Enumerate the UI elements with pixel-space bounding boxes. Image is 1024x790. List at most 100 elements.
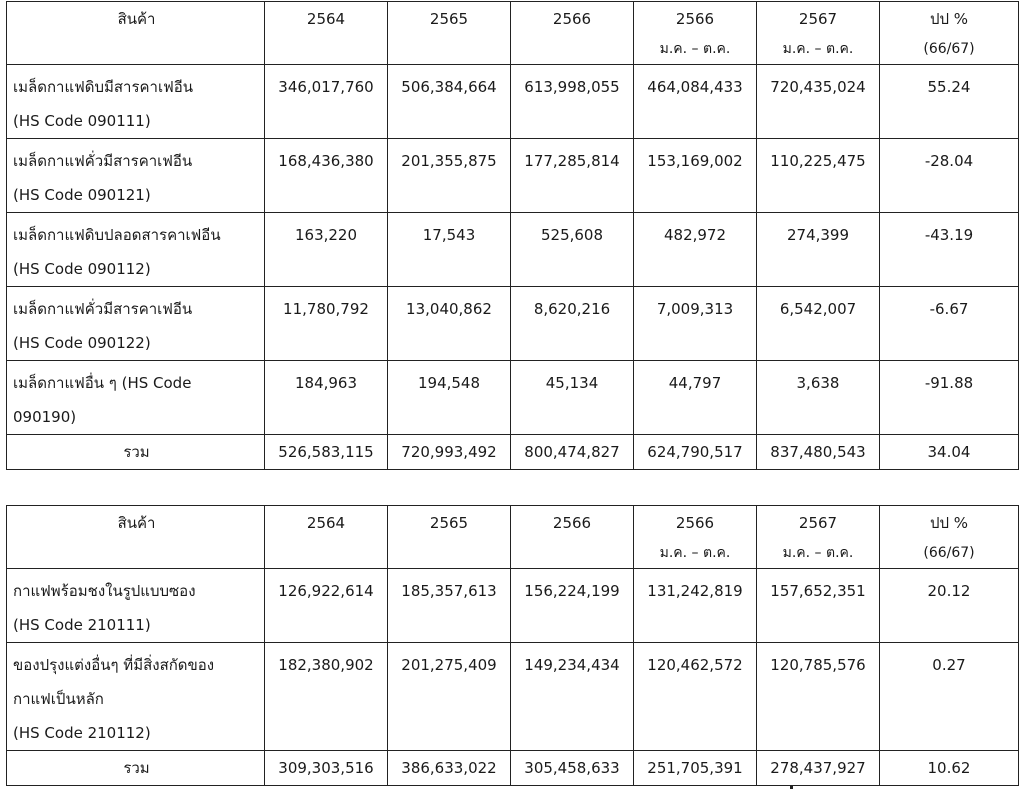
cell-value: 126,922,614 (278, 582, 374, 600)
table-row: เมล็ดกาแฟคั่วมีสารคาเฟอีน (HS Code 090122… (6, 286, 1019, 361)
table-row: กาแฟพร้อมชงในรูปแบบซอง (HS Code 210111) 12… (6, 568, 1019, 643)
total-v2565: 720,993,492 (387, 434, 511, 470)
value-v2566p: 44,797 (633, 360, 757, 435)
header-label: ปป % (929, 10, 969, 28)
total-label: รวม (6, 434, 265, 470)
cell-value: -6.67 (929, 300, 969, 318)
cell-value: 153,169,002 (647, 152, 743, 170)
total-v2567p: 837,480,543 (756, 434, 880, 470)
cell-value: 168,436,380 (278, 152, 374, 170)
value-change: -43.19 (879, 212, 1019, 287)
cell-value: 20.12 (927, 582, 971, 600)
value-v2565: 506,384,664 (387, 64, 511, 139)
header-label: 2564 (306, 514, 346, 532)
product-name: ของปรุงแต่งอื่นๆ ที่มีสิ่งสกัดของกาแฟเป็… (6, 642, 265, 751)
cell-value: 10.62 (927, 759, 971, 777)
cell-value: 482,972 (663, 226, 727, 244)
header-sublabel: ม.ค. – ต.ค. (782, 545, 854, 561)
cell-value: 131,242,819 (647, 582, 743, 600)
product-name-line: (HS Code 210112) (13, 724, 151, 742)
header-sublabel: ม.ค. – ต.ค. (782, 41, 854, 57)
cell-value: 506,384,664 (401, 78, 497, 96)
cell-value: 110,225,475 (770, 152, 866, 170)
header-label: 2564 (306, 10, 346, 28)
value-v2567p: 110,225,475 (756, 138, 880, 213)
cell-value: 45,134 (545, 374, 599, 392)
header-2565: 2565 (387, 505, 511, 569)
value-v2567p: 720,435,024 (756, 64, 880, 139)
header-2566-period: 2566 ม.ค. – ต.ค. (633, 1, 757, 65)
product-name-line: (HS Code 090111) (13, 112, 151, 130)
product-name-line: กาแฟพร้อมชงในรูปแบบซอง (13, 582, 196, 600)
cell-value: 7,009,313 (656, 300, 734, 318)
value-change: 0.27 (879, 642, 1019, 751)
value-v2566: 149,234,434 (510, 642, 634, 751)
value-change: -91.88 (879, 360, 1019, 435)
header-label: 2566 (552, 514, 592, 532)
header-change: ปป % (66/67) (879, 505, 1019, 569)
cell-value: 720,993,492 (401, 443, 497, 461)
total-v2566p: 624,790,517 (633, 434, 757, 470)
cell-value: 185,357,613 (401, 582, 497, 600)
cell-value: 0.27 (932, 656, 966, 674)
value-v2566p: 482,972 (633, 212, 757, 287)
value-change: 55.24 (879, 64, 1019, 139)
value-v2565: 201,275,409 (387, 642, 511, 751)
header-row: สินค้า 2564 2565 2566 2566 ม.ค. – ต.ค. 2567 ม.ค… (6, 505, 1019, 569)
header-2566-period: 2566 ม.ค. – ต.ค. (633, 505, 757, 569)
product-name-line: เมล็ดกาแฟดิบปลอดสารคาเฟอีน (13, 226, 221, 244)
cell-value: 11,780,792 (283, 300, 369, 318)
table-body: สินค้า 2564 2565 2566 2566 ม.ค. – ต.ค. 2567 ม.ค… (6, 505, 1019, 786)
value-v2567p: 6,542,007 (756, 286, 880, 361)
cell-value: 201,275,409 (401, 656, 497, 674)
value-v2566: 177,285,814 (510, 138, 634, 213)
table-row: ของปรุงแต่งอื่นๆ ที่มีสิ่งสกัดของกาแฟเป็… (6, 642, 1019, 751)
cell-value: 6,542,007 (779, 300, 857, 318)
header-label: 2565 (429, 10, 469, 28)
value-v2567p: 120,785,576 (756, 642, 880, 751)
value-v2565: 194,548 (387, 360, 511, 435)
cell-value: 163,220 (294, 226, 358, 244)
header-2566: 2566 (510, 505, 634, 569)
total-label: รวม (6, 750, 265, 786)
header-sublabel: (66/67) (923, 41, 975, 57)
total-change: 34.04 (879, 434, 1019, 470)
cell-value: 157,652,351 (770, 582, 866, 600)
value-v2566p: 464,084,433 (633, 64, 757, 139)
product-name: เมล็ดกาแฟคั่วมีสารคาเฟอีน (HS Code 090122… (6, 286, 265, 361)
cell-value: 17,543 (422, 226, 476, 244)
product-name-line: ของปรุงแต่งอื่นๆ ที่มีสิ่งสกัดของ (13, 656, 215, 674)
cell-value: 34.04 (927, 443, 971, 461)
cell-value: 55.24 (927, 78, 971, 96)
total-row: รวม 309,303,516 386,633,022 305,458,633 251,… (6, 750, 1019, 786)
product-name-line: (HS Code 090122) (13, 334, 151, 352)
value-v2564: 11,780,792 (264, 286, 388, 361)
total-change: 10.62 (879, 750, 1019, 786)
cell-value: 149,234,434 (524, 656, 620, 674)
cell-value: 346,017,760 (278, 78, 374, 96)
value-v2564: 182,380,902 (264, 642, 388, 751)
product-name-line: (HS Code 090112) (13, 260, 151, 278)
header-2564: 2564 (264, 1, 388, 65)
cell-value: 177,285,814 (524, 152, 620, 170)
value-v2564: 346,017,760 (264, 64, 388, 139)
header-label: 2567 (798, 514, 838, 532)
product-name-line: เมล็ดกาแฟดิบมีสารคาเฟอีน (13, 78, 193, 96)
product-name-line: เมล็ดกาแฟคั่วมีสารคาเฟอีน (13, 152, 193, 170)
product-name-line: กาแฟเป็นหลัก (13, 690, 104, 708)
cell-value: 120,785,576 (770, 656, 866, 674)
table-row: เมล็ดกาแฟคั่วมีสารคาเฟอีน (HS Code 090121… (6, 138, 1019, 213)
cell-value: 309,303,516 (278, 759, 374, 777)
value-change: -6.67 (879, 286, 1019, 361)
header-2567-period: 2567 ม.ค. – ต.ค. (756, 505, 880, 569)
value-v2564: 163,220 (264, 212, 388, 287)
cell-value: 720,435,024 (770, 78, 866, 96)
cell-value: 613,998,055 (524, 78, 620, 96)
value-change: 20.12 (879, 568, 1019, 643)
cell-value: 837,480,543 (770, 443, 866, 461)
header-label: สินค้า (117, 10, 156, 28)
cell-value: -91.88 (924, 374, 974, 392)
product-name: กาแฟพร้อมชงในรูปแบบซอง (HS Code 210111) (6, 568, 265, 643)
total-v2564: 309,303,516 (264, 750, 388, 786)
total-v2567p: 278,437,927 (756, 750, 880, 786)
